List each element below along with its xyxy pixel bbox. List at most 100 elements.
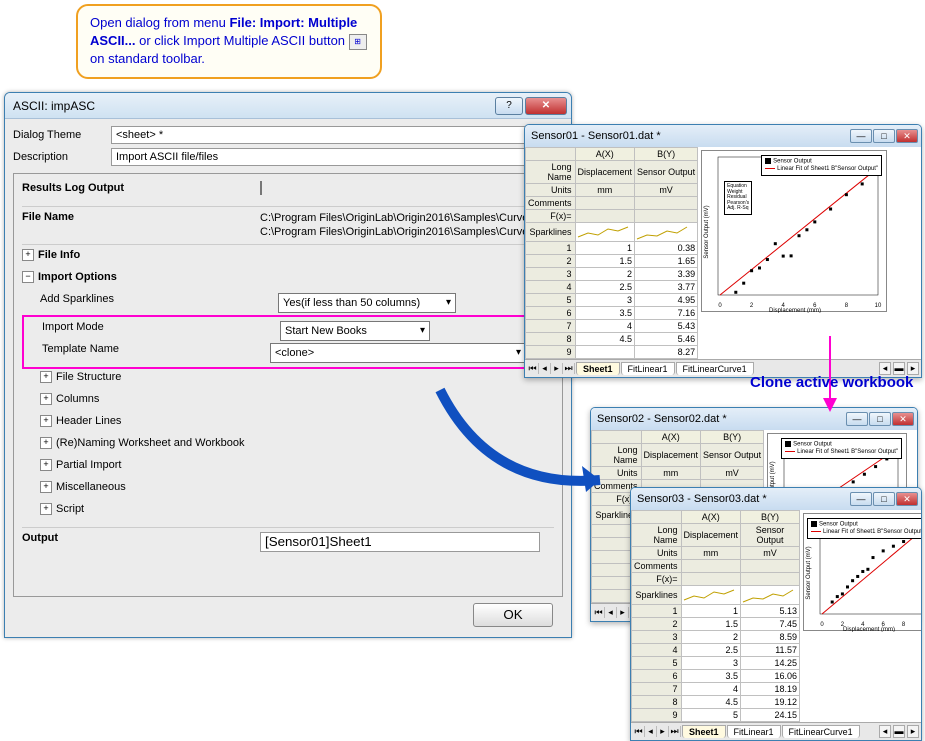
tab-nav-prev[interactable]: ◂: [645, 726, 657, 737]
svg-text:Displacement (mm): Displacement (mm): [769, 308, 821, 313]
svg-text:Sensor Output (mV): Sensor Output (mV): [806, 546, 812, 599]
expand-icon[interactable]: +: [40, 459, 52, 471]
scroll-left[interactable]: ◂: [879, 725, 891, 738]
svg-text:10: 10: [875, 303, 882, 309]
sub-option: (Re)Naming Worksheet and Workbook: [56, 437, 245, 449]
callout-text2: or click Import Multiple ASCII button: [136, 33, 349, 48]
workbook-titlebar[interactable]: Sensor01 - Sensor01.dat *—□✕: [525, 125, 921, 147]
output-label: Output: [22, 532, 58, 544]
embedded-chart[interactable]: 0246810Displacement (mm)Sensor Output (m…: [701, 150, 887, 312]
expand-icon[interactable]: +: [40, 415, 52, 427]
svg-text:8: 8: [902, 622, 906, 628]
sub-option: Script: [56, 503, 84, 515]
sub-option: Header Lines: [56, 415, 121, 427]
import-mode-label: Import Mode: [42, 321, 280, 333]
expand-icon[interactable]: +: [40, 393, 52, 405]
minimize-button[interactable]: —: [850, 492, 872, 506]
results-log-checkbox[interactable]: [260, 181, 262, 195]
theme-label: Dialog Theme: [13, 129, 111, 141]
close-button[interactable]: ✕: [525, 97, 567, 115]
workbook-window: Sensor01 - Sensor01.dat *—□✕A(X)B(Y)Long…: [524, 124, 922, 378]
sheet-tab[interactable]: Sheet1: [682, 725, 726, 738]
expand-icon[interactable]: +: [40, 503, 52, 515]
data-table[interactable]: A(X)B(Y)Long NameDisplacementSensor Outp…: [525, 147, 698, 359]
output-input[interactable]: [260, 532, 540, 552]
expand-icon[interactable]: +: [40, 481, 52, 493]
svg-text:0: 0: [718, 303, 722, 309]
maximize-button[interactable]: □: [873, 129, 895, 143]
sheet-tabs: ⏮◂▸⏭Sheet1FitLinear1FitLinearCurve1◂▬▸: [631, 722, 921, 740]
sparklines-label: Add Sparklines: [40, 293, 278, 305]
sheet-tab[interactable]: FitLinear1: [621, 362, 675, 375]
svg-text:Sensor Output (mV): Sensor Output (mV): [704, 205, 710, 258]
maximize-button[interactable]: □: [873, 492, 895, 506]
chart-legend: Sensor Output Linear Fit of Sheet1 B"Sen…: [781, 438, 902, 459]
workbook-titlebar[interactable]: Sensor02 - Sensor02.dat *—□✕: [591, 408, 917, 430]
template-label: Template Name: [42, 343, 270, 355]
tab-nav-last[interactable]: ⏭: [669, 726, 681, 737]
ascii-impasc-dialog: ASCII: impASC ? ✕ Dialog Theme ▸ Descrip…: [4, 92, 572, 638]
help-button[interactable]: ?: [495, 97, 523, 115]
data-table[interactable]: A(X)B(Y)Long NameDisplacementSensor Outp…: [631, 510, 800, 722]
tab-nav-first[interactable]: ⏮: [633, 726, 645, 737]
tab-nav-prev[interactable]: ◂: [539, 363, 551, 374]
close-button[interactable]: ✕: [896, 492, 918, 506]
svg-text:0: 0: [820, 622, 824, 628]
close-button[interactable]: ✕: [892, 412, 914, 426]
sub-option: Columns: [56, 393, 99, 405]
sub-option: Partial Import: [56, 459, 121, 471]
dialog-titlebar[interactable]: ASCII: impASC ? ✕: [5, 93, 571, 119]
sheet-tab[interactable]: FitLinearCurve1: [676, 362, 754, 375]
sparklines-dropdown[interactable]: Yes(if less than 50 columns): [278, 293, 456, 313]
ok-button[interactable]: OK: [473, 603, 553, 627]
tab-nav-prev[interactable]: ◂: [605, 607, 617, 618]
sub-option: File Structure: [56, 371, 121, 383]
tab-nav-next[interactable]: ▸: [551, 363, 563, 374]
tab-nav-next[interactable]: ▸: [657, 726, 669, 737]
filename-label: File Name: [22, 211, 74, 223]
close-button[interactable]: ✕: [896, 129, 918, 143]
file-paths: C:\Program Files\OriginLab\Origin2016\Sa…: [260, 211, 554, 240]
scroll-thumb[interactable]: ▬: [893, 725, 905, 738]
svg-text:2: 2: [750, 303, 754, 309]
minimize-button[interactable]: —: [850, 129, 872, 143]
chart-legend: Sensor Output Linear Fit of Sheet1 B"Sen…: [761, 155, 882, 176]
tab-nav-last[interactable]: ⏭: [563, 363, 575, 374]
workbook-window: Sensor03 - Sensor03.dat *—□✕A(X)B(Y)Long…: [630, 487, 922, 741]
tab-nav-next[interactable]: ▸: [617, 607, 629, 618]
workbook-titlebar[interactable]: Sensor03 - Sensor03.dat *—□✕: [631, 488, 921, 510]
chart-legend: Sensor Output Linear Fit of Sheet1 B"Sen…: [807, 518, 922, 539]
tab-nav-first[interactable]: ⏮: [527, 363, 539, 374]
expand-icon[interactable]: +: [40, 371, 52, 383]
svg-text:10: 10: [921, 622, 922, 628]
minimize-button[interactable]: —: [846, 412, 868, 426]
scroll-right[interactable]: ▸: [907, 725, 919, 738]
sheet-tab[interactable]: Sheet1: [576, 362, 620, 375]
expand-icon[interactable]: +: [40, 437, 52, 449]
sub-option: Miscellaneous: [56, 481, 126, 493]
chart-info-box: EquationWeightResidualPearson'sAdj. R-Sq: [724, 181, 752, 215]
results-log-label: Results Log Output: [22, 182, 124, 194]
import-options-label: Import Options: [38, 271, 117, 283]
tab-nav-first[interactable]: ⏮: [593, 607, 605, 618]
description-label: Description: [13, 151, 111, 163]
maximize-button[interactable]: □: [869, 412, 891, 426]
svg-text:Displacement (mm): Displacement (mm): [843, 627, 895, 632]
arrow-blue-icon: [430, 380, 630, 500]
callout-text3: on standard toolbar.: [90, 51, 205, 66]
collapse-icon[interactable]: −: [22, 271, 34, 283]
instruction-callout: Open dialog from menu File: Import: Mult…: [76, 4, 382, 79]
highlighted-options: Import Mode Start New Books Template Nam…: [22, 315, 554, 369]
svg-text:8: 8: [845, 303, 849, 309]
expand-icon[interactable]: +: [22, 249, 34, 261]
theme-input[interactable]: [111, 126, 547, 144]
sheet-tab[interactable]: FitLinear1: [727, 725, 781, 738]
template-dropdown[interactable]: <clone>: [270, 343, 526, 363]
embedded-chart[interactable]: 0246810Displacement (mm)Sensor Output (m…: [803, 513, 922, 631]
clone-label: Clone active workbook: [750, 374, 913, 391]
sheet-tab[interactable]: FitLinearCurve1: [782, 725, 860, 738]
import-mode-dropdown[interactable]: Start New Books: [280, 321, 430, 341]
description-input[interactable]: [111, 148, 563, 166]
import-ascii-icon: ⊞: [349, 34, 367, 50]
file-info-label: File Info: [38, 249, 80, 261]
